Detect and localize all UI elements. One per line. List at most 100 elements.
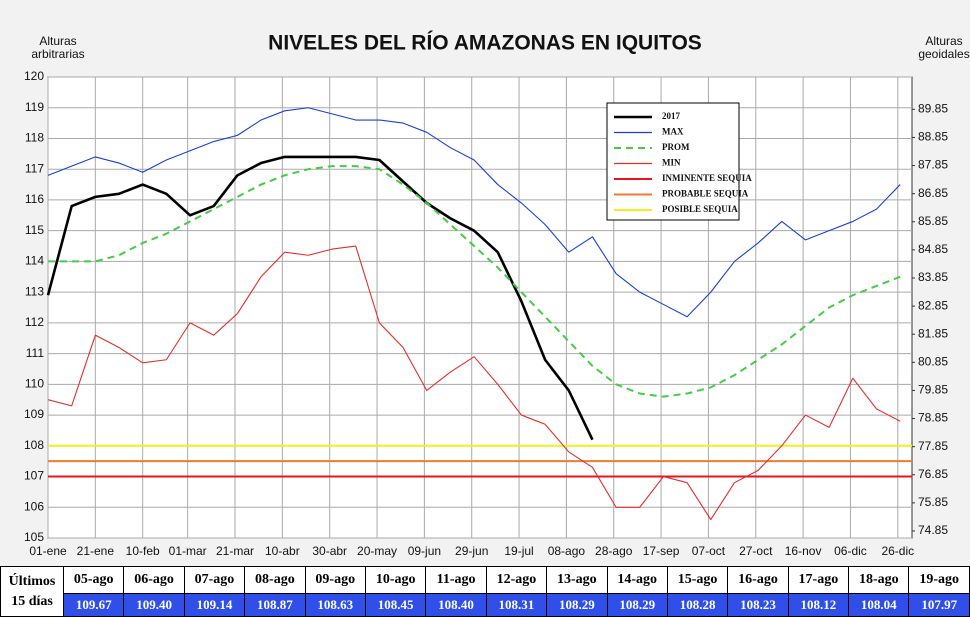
date-cell: 05-ago (62, 566, 125, 594)
y-tick-label: 116 (25, 192, 44, 206)
date-cell: 15-ago (666, 566, 729, 594)
value-cell: 108.29 (546, 593, 608, 617)
y2-tick-label: 77.85 (918, 439, 948, 453)
value-cell: 108.87 (244, 593, 306, 617)
date-cell: 09-ago (304, 566, 366, 594)
y2-tick-label: 82.85 (918, 298, 948, 312)
date-cell: 17-ago (787, 566, 850, 594)
value-cell: 108.45 (364, 593, 427, 617)
x-tick-label: 20-may (357, 544, 397, 558)
row-label-line: Últimos (8, 573, 56, 589)
axis-title-line: Alturas (39, 34, 76, 48)
date-cell: 16-ago (727, 566, 789, 594)
x-tick-label: 19-jul (504, 544, 533, 558)
legend-label: MIN (662, 158, 681, 168)
value-cell: 108.29 (606, 593, 668, 617)
x-tick-label: 26-dic (881, 544, 914, 558)
y-tick-label: 109 (24, 407, 44, 421)
plot-area (47, 76, 913, 539)
axis-title-line: arbitrarias (31, 47, 84, 61)
value-cell: 108.28 (666, 593, 729, 617)
value-cell: 108.63 (304, 593, 366, 617)
legend-label: 2017 (662, 111, 681, 121)
chart-title: NIVELES DEL RÍO AMAZONAS EN IQUITOS (268, 32, 702, 55)
value-cell: 107.97 (908, 593, 970, 617)
y-tick-label: 108 (24, 438, 44, 452)
y-tick-label: 112 (25, 315, 44, 329)
y-tick-label: 105 (24, 530, 44, 544)
y2-tick-label: 75.85 (918, 495, 948, 509)
y2-tick-label: 80.85 (918, 354, 948, 368)
y2-tick-label: 89.85 (918, 101, 948, 115)
y2-tick-label: 74.85 (918, 523, 948, 537)
y2-tick-label: 76.85 (918, 467, 948, 481)
axis-title-line: Alturas (925, 34, 962, 48)
x-tick-label: 21-mar (216, 544, 254, 558)
x-tick-label: 16-nov (785, 544, 822, 558)
value-cell: 108.40 (425, 593, 487, 617)
y-tick-label: 115 (25, 223, 44, 237)
x-tick-label: 08-ago (548, 544, 586, 558)
y2-tick-label: 81.85 (918, 326, 948, 340)
date-cell: 14-ago (606, 566, 668, 594)
row-label: Últimos 15 días (0, 566, 64, 617)
date-cell: 13-ago (546, 566, 608, 594)
date-cell: 07-ago (183, 566, 246, 594)
y-tick-label: 111 (26, 346, 45, 360)
y-tick-label: 106 (24, 499, 44, 513)
y2-tick-label: 84.85 (918, 242, 948, 256)
date-cell: 12-ago (485, 566, 548, 594)
value-cell: 108.12 (787, 593, 850, 617)
x-tick-label: 28-ago (595, 544, 633, 558)
date-cell: 19-ago (908, 566, 970, 594)
axis-title-line: geoidales (918, 47, 969, 61)
legend-label: POSIBLE SEQUIA (662, 204, 738, 214)
date-cell: 11-ago (425, 566, 487, 594)
table-row: 109.67 109.40 109.14 108.87 108.63 108.45 108.… (1, 593, 970, 617)
y-tick-label: 107 (24, 469, 44, 483)
legend-label: PROBABLE SEQUIA (662, 189, 749, 199)
legend-label: PROM (662, 142, 690, 152)
x-tick-label: 07-oct (692, 544, 726, 558)
y-tick-label: 117 (25, 161, 44, 175)
y-tick-label: 118 (25, 131, 44, 145)
value-cell: 108.04 (848, 593, 910, 617)
legend-label: INMINENTE SEQUIA (662, 173, 752, 183)
legend-box (606, 102, 740, 221)
date-cell: 06-ago (123, 566, 185, 594)
series-line (46, 155, 594, 441)
x-tick-label: 01-mar (169, 544, 207, 558)
series-line (48, 165, 901, 398)
y2-tick-label: 86.85 (918, 186, 948, 200)
x-tick-label: 06-dic (834, 544, 867, 558)
legend-label: MAX (662, 127, 684, 137)
value-cell: 109.14 (183, 593, 246, 617)
value-cell: 109.40 (123, 593, 185, 617)
series-line (47, 245, 901, 521)
y-tick-label: 120 (24, 69, 44, 83)
x-tick-label: 10-abr (265, 544, 300, 558)
x-tick-label: 01-ene (29, 544, 67, 558)
chart: NIVELES DEL RÍO AMAZONAS EN IQUITOS 105 1… (24, 32, 970, 559)
y2-tick-label: 78.85 (918, 411, 948, 425)
value-cell: 108.31 (485, 593, 548, 617)
axis-title: Alturas geoidales (918, 34, 969, 61)
x-tick-label: 09-jun (408, 544, 441, 558)
date-cell: 18-ago (848, 566, 910, 594)
row-label-line: 15 días (11, 593, 53, 609)
x-tick-label: 10-feb (126, 544, 160, 558)
y-tick-label: 113 (25, 284, 44, 298)
date-cell: 08-ago (244, 566, 306, 594)
y2-tick-label: 88.85 (918, 130, 948, 144)
y2-tick-label: 79.85 (918, 383, 948, 397)
series-line (47, 107, 901, 318)
y2-tick-label: 85.85 (918, 214, 948, 228)
axis-title: Alturas arbitrarias (31, 34, 84, 61)
date-cell: 10-ago (364, 566, 427, 594)
data-table: Últimos 15 días 05-ago 06-ago 07-ago 08-ago 09… (0, 566, 970, 617)
y2-tick-label: 83.85 (918, 270, 948, 284)
value-cell: 108.23 (727, 593, 789, 617)
y-tick-label: 110 (25, 377, 44, 391)
value-cell: 109.67 (62, 593, 125, 617)
